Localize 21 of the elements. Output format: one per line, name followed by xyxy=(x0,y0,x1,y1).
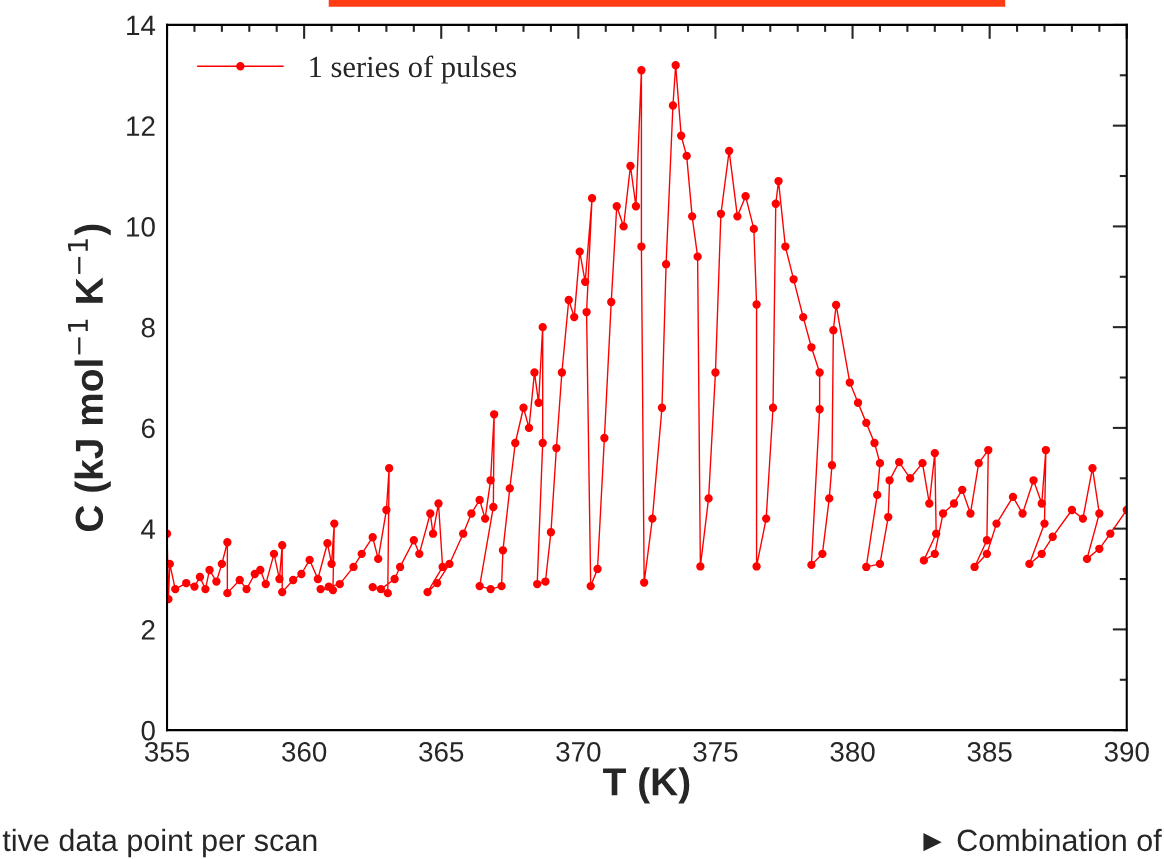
text: tive data point per scan xyxy=(2,828,317,858)
y-tick-label: 8 xyxy=(141,317,155,338)
y-tick-label: 0 xyxy=(141,720,155,741)
x-axis-title: T (K) xyxy=(603,767,690,804)
y-tick-label: 2 xyxy=(141,620,155,640)
y-tick-label: 14 xyxy=(127,15,156,35)
legend-label: 1 series of pulses xyxy=(310,55,517,84)
y-tick-label: 10 xyxy=(127,217,155,237)
y-axis-title: C (kJ mol$^{−1}$ K$^{−1}$) xyxy=(67,224,111,532)
y-tick-label: 12 xyxy=(127,116,155,136)
x-tick-label: 375 xyxy=(693,741,738,762)
x-tick-label: 370 xyxy=(556,741,601,762)
text: ► Combination of xyxy=(923,828,1162,852)
y-tick-label: 4 xyxy=(141,519,156,539)
x-tick-label: 355 xyxy=(144,741,190,762)
x-tick-label: 360 xyxy=(282,741,327,762)
x-tick-label: 380 xyxy=(830,741,875,762)
x-tick-label: 385 xyxy=(967,741,1012,762)
x-tick-label: 365 xyxy=(419,741,464,762)
y-tick-label: 6 xyxy=(141,418,155,439)
x-tick-label: 390 xyxy=(1104,741,1149,762)
